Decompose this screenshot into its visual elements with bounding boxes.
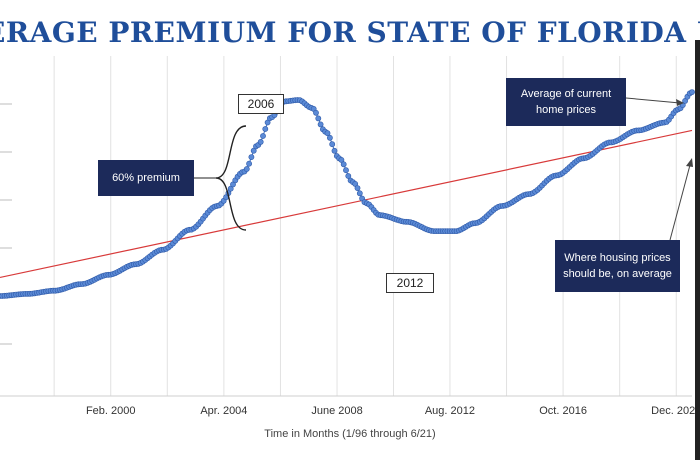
current-arrow-head <box>676 99 684 106</box>
price-point <box>326 134 333 141</box>
price-point <box>260 133 266 139</box>
window-edge <box>695 40 700 460</box>
price-point <box>262 126 269 132</box>
x-tick-label: June 2008 <box>311 405 363 417</box>
price-point <box>340 161 347 168</box>
x-tick-label: Aug. 2012 <box>424 405 475 417</box>
current-arrow <box>625 97 681 104</box>
trough-year-label: 2012 <box>386 273 434 293</box>
current-price-callout: Average of current home prices <box>506 78 626 126</box>
price-point <box>248 154 255 160</box>
price-point <box>338 156 345 163</box>
premium-callout: 60% premium <box>98 160 194 196</box>
average-arrow <box>669 164 691 241</box>
price-point <box>246 160 252 167</box>
x-tick-label: Apr. 2004 <box>200 405 248 417</box>
trend-line <box>0 129 693 279</box>
price-point <box>324 130 331 137</box>
price-point <box>354 185 361 191</box>
price-point <box>243 166 250 172</box>
peak-year-label: 2006 <box>238 94 284 114</box>
price-point <box>317 121 324 128</box>
price-point <box>315 115 322 122</box>
x-axis-title: Time in Months (1/96 through 6/21) <box>264 428 436 440</box>
price-point <box>345 173 352 179</box>
x-tick-label: Oct. 2016 <box>539 405 587 417</box>
price-point <box>250 147 257 154</box>
chart-title: ERAGE PREMIUM FOR STATE OF FLORIDA HOU <box>0 16 700 49</box>
price-point <box>313 109 319 116</box>
price-point <box>689 89 695 95</box>
x-tick-label: Dec. 2020 <box>651 405 700 417</box>
price-point <box>257 138 264 145</box>
price-point <box>343 167 349 174</box>
price-point <box>331 147 338 154</box>
average-price-callout: Where housing prices should be, on avera… <box>555 240 680 292</box>
average-arrow-head <box>686 158 693 167</box>
x-tick-label: Feb. 2000 <box>85 405 136 417</box>
premium-bracket <box>215 125 247 231</box>
price-point <box>356 190 363 197</box>
price-point <box>329 141 336 148</box>
